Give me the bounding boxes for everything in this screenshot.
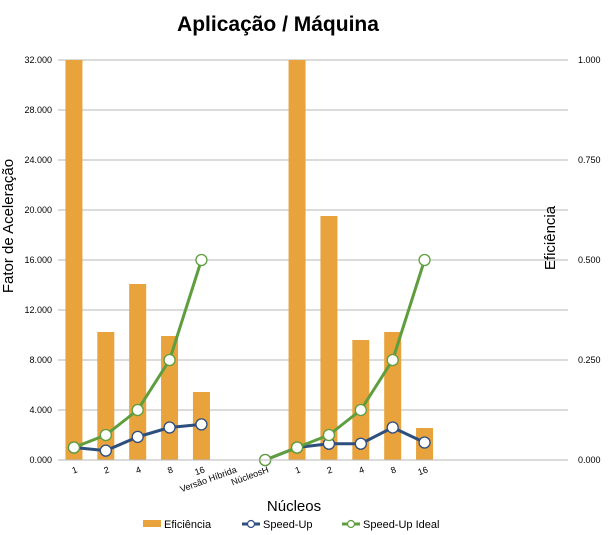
data-point xyxy=(131,430,144,444)
y-tick-label: 32.000 xyxy=(24,55,52,65)
x-tick-label: 4 xyxy=(134,464,142,475)
x-tick-label: 1 xyxy=(70,464,78,475)
bar xyxy=(384,332,402,460)
y-axis-title: Fator de Aceleração xyxy=(0,159,17,293)
x-tick-label: 16 xyxy=(416,464,429,477)
y2-tick-label: 0.750 xyxy=(578,155,601,165)
data-point xyxy=(418,253,431,267)
bar xyxy=(352,340,370,460)
data-point xyxy=(99,444,112,457)
bar xyxy=(320,216,338,460)
legend-swatch-marker xyxy=(346,519,356,529)
y-tick-label: 28.000 xyxy=(24,105,52,115)
series-group xyxy=(67,253,431,467)
legend-label: Speed-Up xyxy=(263,519,313,531)
chart-title: Aplicação / Máquina xyxy=(177,13,379,36)
y2-axis-title: Eficiência xyxy=(542,205,559,270)
legend-label: Speed-Up Ideal xyxy=(363,519,439,531)
y2-tick-label: 0.500 xyxy=(578,255,601,265)
data-point xyxy=(290,441,304,454)
data-point xyxy=(386,421,399,434)
y-tick-label: 4.000 xyxy=(29,405,52,415)
x-axis-title: Núcleos xyxy=(267,498,321,515)
data-point xyxy=(195,253,208,267)
data-point xyxy=(99,428,112,442)
y-tick-label: 16.000 xyxy=(24,255,52,265)
y-tick-label: 12.000 xyxy=(24,305,52,315)
x-tick-label: 8 xyxy=(166,464,174,475)
y-tick-label: 24.000 xyxy=(24,155,52,165)
y2-tick-label: 0.000 xyxy=(578,455,601,465)
x-tick-label: 2 xyxy=(102,464,110,475)
data-point xyxy=(131,403,144,417)
legend-label: Eficiência xyxy=(164,519,212,531)
data-point xyxy=(67,441,81,454)
legend-swatch xyxy=(143,520,161,527)
data-point xyxy=(386,353,399,367)
data-point xyxy=(322,428,336,442)
data-point xyxy=(163,421,176,434)
data-point xyxy=(418,436,431,449)
y-tick-label: 0.000 xyxy=(29,455,52,465)
x-tick-label: 8 xyxy=(389,464,397,475)
x-tick-label: 4 xyxy=(357,464,365,475)
data-point xyxy=(354,437,367,450)
data-point xyxy=(195,418,208,431)
bar xyxy=(97,332,115,460)
y2-tick-label: 1.000 xyxy=(578,55,601,65)
series-group xyxy=(67,418,431,467)
bar xyxy=(129,284,147,460)
x-tick-label: 16 xyxy=(193,464,206,477)
x-tick-label: Versão Híbrida xyxy=(179,464,238,494)
y-tick-label: 20.000 xyxy=(24,205,52,215)
legend: Eficiência Speed-Up Speed-Up Ideal xyxy=(143,519,439,531)
data-point xyxy=(163,353,176,367)
legend-swatch-marker xyxy=(246,519,256,529)
series-lines xyxy=(67,253,431,467)
bar xyxy=(65,60,83,460)
bar xyxy=(288,60,306,460)
y-tick-label: 8.000 xyxy=(29,355,52,365)
x-tick-label: 2 xyxy=(325,464,333,475)
data-point xyxy=(354,403,367,417)
x-tick-label: 1 xyxy=(294,464,302,475)
y2-tick-label: 0.250 xyxy=(578,355,601,365)
